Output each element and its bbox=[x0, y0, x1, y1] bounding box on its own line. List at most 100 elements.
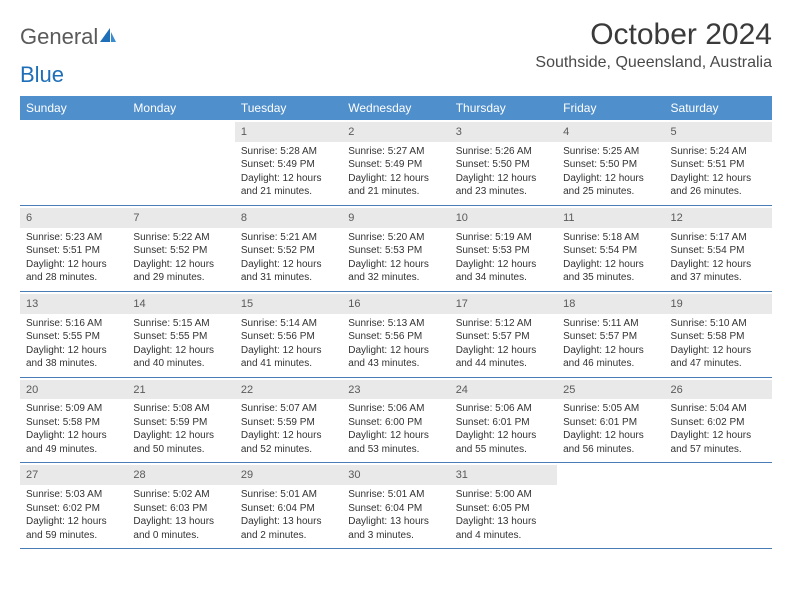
info-line: Daylight: 12 hours bbox=[348, 429, 443, 443]
logo-text-general: General bbox=[20, 24, 98, 50]
calendar-cell bbox=[557, 463, 664, 548]
info-line: Daylight: 13 hours bbox=[348, 515, 443, 529]
day-number: 16 bbox=[342, 292, 449, 314]
day-info: Sunrise: 5:02 AMSunset: 6:03 PMDaylight:… bbox=[127, 485, 234, 548]
day-header-row: SundayMondayTuesdayWednesdayThursdayFrid… bbox=[20, 96, 772, 120]
info-line: Sunrise: 5:27 AM bbox=[348, 145, 443, 159]
info-line: and 28 minutes. bbox=[26, 271, 121, 285]
info-line: and 2 minutes. bbox=[241, 529, 336, 543]
info-line: Sunset: 5:51 PM bbox=[26, 244, 121, 258]
calendar-cell: 6Sunrise: 5:23 AMSunset: 5:51 PMDaylight… bbox=[20, 206, 127, 291]
calendar-cell: 18Sunrise: 5:11 AMSunset: 5:57 PMDayligh… bbox=[557, 292, 664, 377]
info-line: Daylight: 13 hours bbox=[241, 515, 336, 529]
info-line: Daylight: 12 hours bbox=[456, 258, 551, 272]
info-line: Sunset: 5:49 PM bbox=[348, 158, 443, 172]
info-line: Sunrise: 5:08 AM bbox=[133, 402, 228, 416]
calendar-cell: 24Sunrise: 5:06 AMSunset: 6:01 PMDayligh… bbox=[450, 378, 557, 463]
calendar-cell: 13Sunrise: 5:16 AMSunset: 5:55 PMDayligh… bbox=[20, 292, 127, 377]
info-line: Sunrise: 5:22 AM bbox=[133, 231, 228, 245]
day-number: 13 bbox=[20, 292, 127, 314]
calendar-cell: 12Sunrise: 5:17 AMSunset: 5:54 PMDayligh… bbox=[665, 206, 772, 291]
calendar-grid: SundayMondayTuesdayWednesdayThursdayFrid… bbox=[20, 96, 772, 549]
calendar-cell bbox=[665, 463, 772, 548]
day-number: 8 bbox=[235, 206, 342, 228]
info-line: Sunset: 5:52 PM bbox=[133, 244, 228, 258]
info-line: and 4 minutes. bbox=[456, 529, 551, 543]
info-line: and 38 minutes. bbox=[26, 357, 121, 371]
day-info: Sunrise: 5:06 AMSunset: 6:00 PMDaylight:… bbox=[342, 399, 449, 462]
day-number: 27 bbox=[20, 463, 127, 485]
calendar-cell: 19Sunrise: 5:10 AMSunset: 5:58 PMDayligh… bbox=[665, 292, 772, 377]
info-line: and 31 minutes. bbox=[241, 271, 336, 285]
info-line: Daylight: 12 hours bbox=[26, 515, 121, 529]
calendar-cell: 17Sunrise: 5:12 AMSunset: 5:57 PMDayligh… bbox=[450, 292, 557, 377]
info-line: Sunset: 5:59 PM bbox=[241, 416, 336, 430]
day-info: Sunrise: 5:06 AMSunset: 6:01 PMDaylight:… bbox=[450, 399, 557, 462]
info-line: Sunrise: 5:17 AM bbox=[671, 231, 766, 245]
info-line: Sunrise: 5:18 AM bbox=[563, 231, 658, 245]
info-line: and 34 minutes. bbox=[456, 271, 551, 285]
info-line: Daylight: 12 hours bbox=[671, 344, 766, 358]
info-line: Sunrise: 5:07 AM bbox=[241, 402, 336, 416]
info-line: Sunrise: 5:16 AM bbox=[26, 317, 121, 331]
day-info: Sunrise: 5:10 AMSunset: 5:58 PMDaylight:… bbox=[665, 314, 772, 377]
calendar-cell: 8Sunrise: 5:21 AMSunset: 5:52 PMDaylight… bbox=[235, 206, 342, 291]
info-line: Sunset: 5:58 PM bbox=[26, 416, 121, 430]
day-number: 24 bbox=[450, 378, 557, 400]
info-line: and 0 minutes. bbox=[133, 529, 228, 543]
day-number: 28 bbox=[127, 463, 234, 485]
info-line: and 44 minutes. bbox=[456, 357, 551, 371]
day-info: Sunrise: 5:17 AMSunset: 5:54 PMDaylight:… bbox=[665, 228, 772, 291]
info-line: Daylight: 12 hours bbox=[26, 429, 121, 443]
calendar-cell: 11Sunrise: 5:18 AMSunset: 5:54 PMDayligh… bbox=[557, 206, 664, 291]
day-number: 22 bbox=[235, 378, 342, 400]
calendar-cell: 7Sunrise: 5:22 AMSunset: 5:52 PMDaylight… bbox=[127, 206, 234, 291]
info-line: Sunset: 5:59 PM bbox=[133, 416, 228, 430]
info-line: Sunrise: 5:21 AM bbox=[241, 231, 336, 245]
info-line: Daylight: 12 hours bbox=[456, 429, 551, 443]
day-number: 20 bbox=[20, 378, 127, 400]
day-number: 11 bbox=[557, 206, 664, 228]
info-line: Daylight: 12 hours bbox=[563, 344, 658, 358]
info-line: Sunset: 5:54 PM bbox=[563, 244, 658, 258]
info-line: and 29 minutes. bbox=[133, 271, 228, 285]
day-info: Sunrise: 5:21 AMSunset: 5:52 PMDaylight:… bbox=[235, 228, 342, 291]
calendar-cell: 23Sunrise: 5:06 AMSunset: 6:00 PMDayligh… bbox=[342, 378, 449, 463]
day-info: Sunrise: 5:00 AMSunset: 6:05 PMDaylight:… bbox=[450, 485, 557, 548]
info-line: Sunset: 5:50 PM bbox=[563, 158, 658, 172]
info-line: Daylight: 12 hours bbox=[348, 344, 443, 358]
day-info: Sunrise: 5:25 AMSunset: 5:50 PMDaylight:… bbox=[557, 142, 664, 205]
day-info: Sunrise: 5:01 AMSunset: 6:04 PMDaylight:… bbox=[235, 485, 342, 548]
day-number: 7 bbox=[127, 206, 234, 228]
day-info: Sunrise: 5:04 AMSunset: 6:02 PMDaylight:… bbox=[665, 399, 772, 462]
calendar-cell: 10Sunrise: 5:19 AMSunset: 5:53 PMDayligh… bbox=[450, 206, 557, 291]
info-line: Sunset: 6:00 PM bbox=[348, 416, 443, 430]
day-info: Sunrise: 5:05 AMSunset: 6:01 PMDaylight:… bbox=[557, 399, 664, 462]
calendar-cell: 31Sunrise: 5:00 AMSunset: 6:05 PMDayligh… bbox=[450, 463, 557, 548]
calendar-cell: 4Sunrise: 5:25 AMSunset: 5:50 PMDaylight… bbox=[557, 120, 664, 205]
info-line: and 46 minutes. bbox=[563, 357, 658, 371]
calendar-cell: 30Sunrise: 5:01 AMSunset: 6:04 PMDayligh… bbox=[342, 463, 449, 548]
info-line: and 37 minutes. bbox=[671, 271, 766, 285]
info-line: Sunset: 6:03 PM bbox=[133, 502, 228, 516]
info-line: and 57 minutes. bbox=[671, 443, 766, 457]
day-info: Sunrise: 5:20 AMSunset: 5:53 PMDaylight:… bbox=[342, 228, 449, 291]
info-line: Sunset: 5:58 PM bbox=[671, 330, 766, 344]
info-line: Sunset: 5:57 PM bbox=[456, 330, 551, 344]
info-line: Daylight: 12 hours bbox=[563, 172, 658, 186]
info-line: Sunset: 6:01 PM bbox=[456, 416, 551, 430]
info-line: Sunset: 5:51 PM bbox=[671, 158, 766, 172]
info-line: Sunset: 5:53 PM bbox=[348, 244, 443, 258]
day-info: Sunrise: 5:09 AMSunset: 5:58 PMDaylight:… bbox=[20, 399, 127, 462]
day-number: 14 bbox=[127, 292, 234, 314]
calendar-cell bbox=[20, 120, 127, 205]
info-line: and 50 minutes. bbox=[133, 443, 228, 457]
info-line: Sunrise: 5:06 AM bbox=[456, 402, 551, 416]
info-line: Daylight: 12 hours bbox=[133, 429, 228, 443]
day-number: 15 bbox=[235, 292, 342, 314]
day-info: Sunrise: 5:16 AMSunset: 5:55 PMDaylight:… bbox=[20, 314, 127, 377]
day-info: Sunrise: 5:27 AMSunset: 5:49 PMDaylight:… bbox=[342, 142, 449, 205]
info-line: and 35 minutes. bbox=[563, 271, 658, 285]
calendar-cell: 5Sunrise: 5:24 AMSunset: 5:51 PMDaylight… bbox=[665, 120, 772, 205]
info-line: Sunset: 5:52 PM bbox=[241, 244, 336, 258]
